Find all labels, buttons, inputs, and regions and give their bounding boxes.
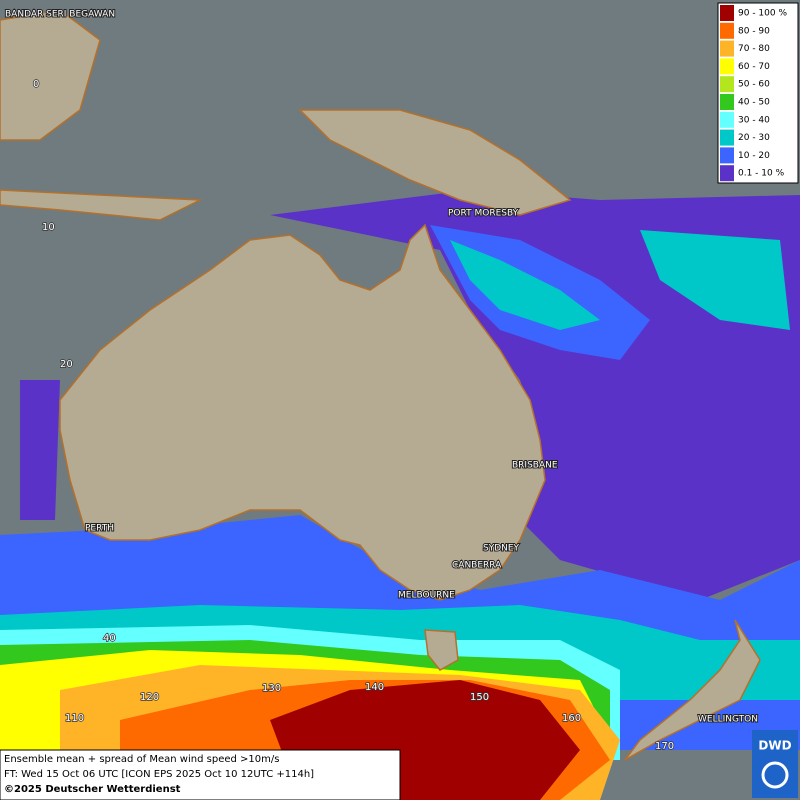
place-label: SYDNEY: [483, 544, 520, 554]
grid-label: 160: [562, 713, 581, 724]
legend-swatch: [720, 76, 734, 93]
new-guinea: [298, 109, 572, 216]
wind-fields: [0, 190, 800, 800]
grid-label: 130: [262, 683, 281, 694]
grid-label: 150: [470, 692, 489, 703]
islands: [0, 189, 203, 221]
wind-field: [450, 240, 600, 330]
grid-label: 0: [33, 79, 39, 90]
legend-label: 90 - 100 %: [738, 9, 787, 19]
wind-field: [270, 190, 800, 600]
legend-label: 80 - 90: [738, 26, 770, 36]
place-label: CANBERRA: [452, 561, 502, 571]
legend-label: 10 - 20: [738, 151, 770, 161]
place-label: PERTH: [85, 524, 114, 534]
legend-swatch: [720, 58, 734, 75]
footer-box: [0, 749, 401, 800]
legend-label: 30 - 40: [738, 115, 770, 125]
footer-text: Ensemble mean + spread of Mean wind spee…: [4, 754, 279, 765]
legend-swatch: [720, 147, 734, 164]
legend-swatch: [720, 94, 734, 110]
legend-swatch: [720, 40, 734, 57]
grid-label: 20: [60, 359, 73, 370]
grid-label: 170: [655, 741, 674, 752]
australia: [59, 223, 546, 601]
footer-text: ©2025 Deutscher Wetterdienst: [4, 784, 181, 795]
legend-label: 50 - 60: [738, 80, 770, 90]
legend-label: 60 - 70: [738, 62, 770, 72]
borneo: [0, 9, 101, 141]
new-zealand: [624, 619, 761, 761]
legend-label: 40 - 50: [738, 98, 770, 108]
grid-label: 120: [140, 692, 159, 703]
grid-label: 140: [365, 682, 384, 693]
legend-swatch: [720, 5, 734, 21]
legend-swatch: [720, 22, 734, 39]
place-label: MELBOURNE: [398, 591, 455, 601]
place-label: BRISBANE: [512, 461, 558, 471]
logo-text: DWD: [758, 739, 791, 753]
legend-swatch: [720, 165, 734, 182]
place-label: WELLINGTON: [698, 715, 758, 725]
grid-label: 10: [42, 222, 55, 233]
tasmania: [424, 629, 459, 671]
grid-label: 40: [103, 633, 116, 644]
wind-field: [20, 380, 60, 520]
legend-label: 70 - 80: [738, 44, 770, 54]
legend-swatch: [720, 129, 734, 146]
land: [0, 9, 761, 761]
grid-label: 110: [65, 713, 84, 724]
logo-swirl: [761, 761, 789, 789]
place-label: PORT MORESBY: [448, 209, 519, 219]
footer-text: FT: Wed 15 Oct 06 UTC [ICON EPS 2025 Oct…: [4, 769, 314, 780]
wind-field: [640, 230, 790, 330]
legend-swatch: [720, 111, 734, 128]
place-label: BANDAR SERI BEGAWAN: [5, 10, 115, 20]
legend-label: 20 - 30: [738, 133, 770, 143]
legend-label: 0.1 - 10 %: [738, 169, 785, 179]
